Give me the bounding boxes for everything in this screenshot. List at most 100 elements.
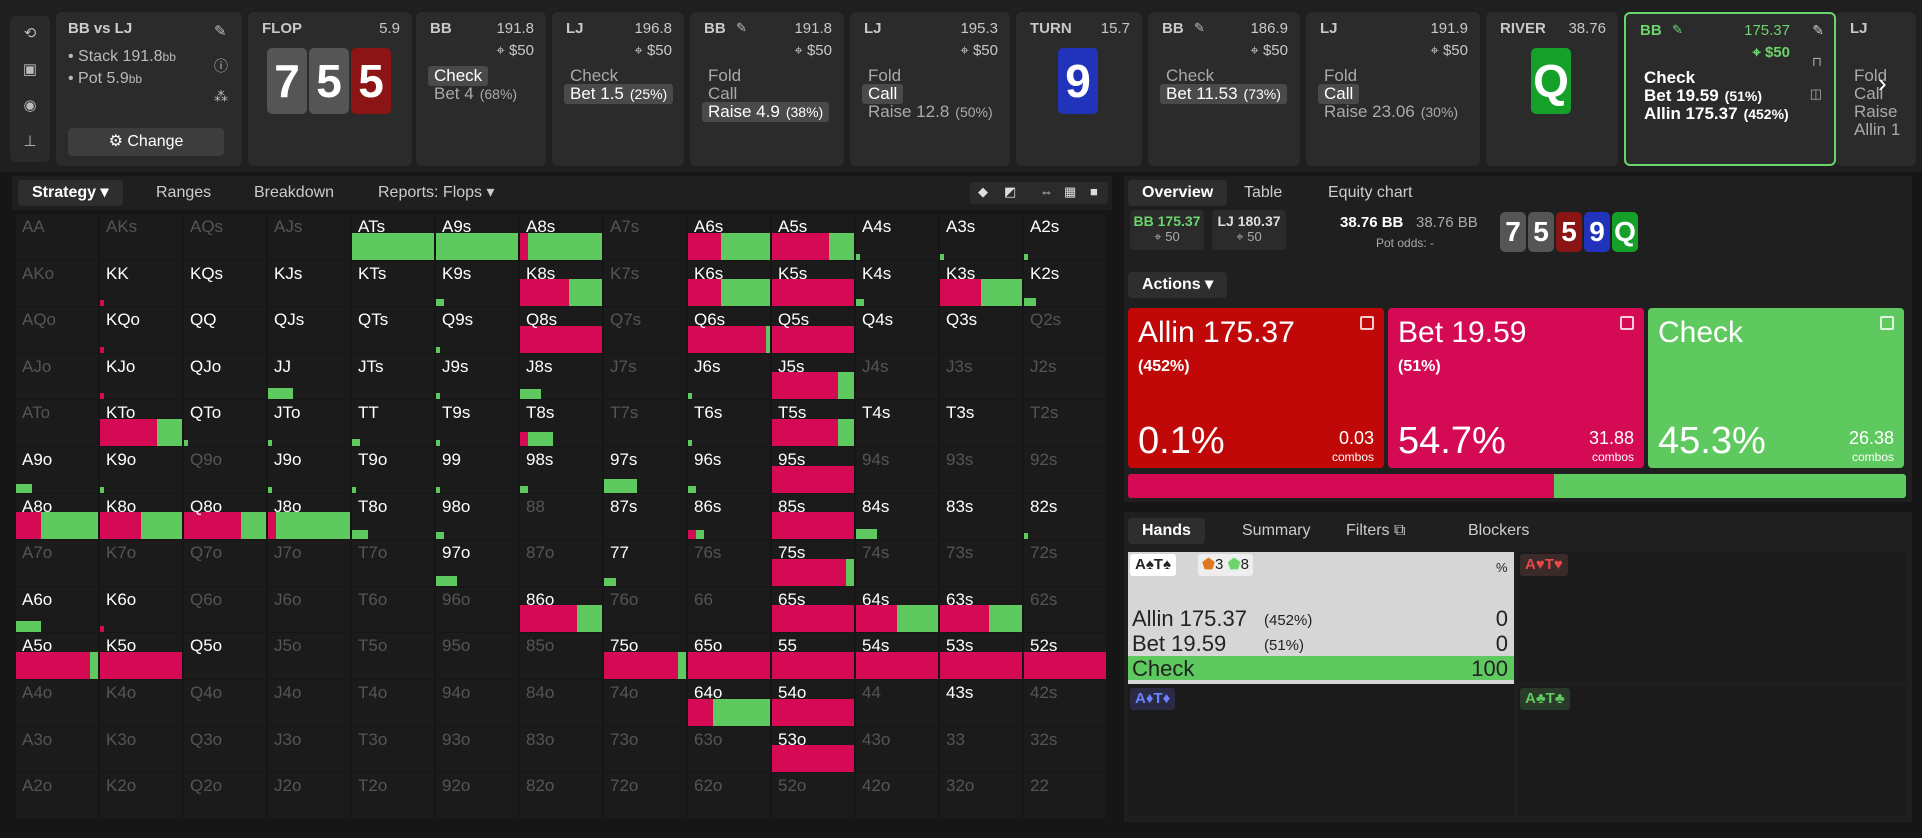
hand-cell[interactable]: 87o <box>520 540 602 586</box>
hand-cell[interactable]: 73s <box>940 540 1022 586</box>
action-option[interactable]: Call <box>702 84 743 104</box>
action-card-2[interactable]: Check 45.3% 26.38 combos <box>1648 308 1904 468</box>
hand-cell[interactable]: K4o <box>100 680 182 726</box>
tab-blockers[interactable]: Blockers <box>1468 522 1530 539</box>
pencil-icon[interactable]: ✎ <box>1194 20 1205 35</box>
hand-cell[interactable]: K4s <box>856 260 938 307</box>
hand-cell[interactable]: Q3o <box>184 726 266 773</box>
hand-cell[interactable]: J3s <box>940 353 1022 400</box>
hand-cell[interactable]: T7o <box>352 540 434 586</box>
actions-dropdown[interactable]: Actions ▾ <box>1128 272 1228 298</box>
hand-cell[interactable]: Q5o <box>184 633 266 679</box>
hand-cell[interactable]: AQs <box>184 214 266 260</box>
hand-cell[interactable]: ATo <box>16 400 98 446</box>
hand-cell[interactable]: 75s <box>772 540 854 586</box>
street-panel-6[interactable]: BB ✎ 186.9 ⌖ $50 Check Bet 11.53 (73%) <box>1148 12 1300 166</box>
hand-cell[interactable]: A2o <box>16 773 98 819</box>
hand-cell[interactable]: K8s <box>520 260 602 307</box>
hand-cell[interactable]: Q8o <box>184 493 266 540</box>
hand-cell[interactable]: QJo <box>184 353 266 400</box>
hand-cell[interactable]: 93s <box>940 447 1022 493</box>
hand-cell[interactable]: Q9o <box>184 447 266 493</box>
hand-cell[interactable]: A8s <box>520 214 602 260</box>
hand-cell[interactable]: 63o <box>688 726 770 773</box>
hand-cell[interactable]: 43o <box>856 726 938 773</box>
hand-cell[interactable]: K2o <box>100 773 182 819</box>
hand-cell[interactable]: KK <box>100 260 182 307</box>
action-option[interactable]: Allin 1 <box>1848 120 1906 140</box>
hand-cell[interactable]: A2s <box>1024 214 1106 260</box>
hand-cell[interactable]: 54s <box>856 633 938 679</box>
tab-table[interactable]: Table <box>1244 184 1283 201</box>
hand-cell[interactable]: T9s <box>436 400 518 446</box>
undo-icon[interactable]: ⟲ <box>23 25 37 42</box>
hand-cell[interactable]: 92s <box>1024 447 1106 493</box>
street-panel-3[interactable]: BB ✎ 191.8 ⌖ $50 Fold Call Raise 4.9 (38%) <box>690 12 844 166</box>
hand-cell[interactable]: KJs <box>268 260 350 307</box>
hand-cell[interactable]: J6s <box>688 353 770 400</box>
tab-summary[interactable]: Summary <box>1242 522 1311 539</box>
hand-cell[interactable]: A8o <box>16 493 98 540</box>
street-panel-0[interactable]: FLOP 5.9 7 5 5 <box>248 12 412 166</box>
hand-cell[interactable]: 96s <box>688 447 770 493</box>
action-option[interactable]: Call <box>1318 84 1360 104</box>
action-option[interactable]: Allin 175.37 (452%) <box>1638 104 1795 124</box>
hand-cell[interactable]: 97s <box>604 447 686 493</box>
hand-cell[interactable]: T4s <box>856 400 938 446</box>
hand-cell[interactable]: 84o <box>520 680 602 726</box>
hand-cell[interactable]: 97o <box>436 540 518 586</box>
hand-cell[interactable]: Q2s <box>1024 307 1106 353</box>
hand-cell[interactable]: 42s <box>1024 680 1106 726</box>
hand-cell[interactable]: AA <box>16 214 98 260</box>
hand-cell[interactable]: Q8s <box>520 307 602 353</box>
hand-cell[interactable]: Q9s <box>436 307 518 353</box>
hand-cell[interactable]: K3s <box>940 260 1022 307</box>
action-option[interactable]: Check <box>1160 66 1220 86</box>
hand-cell[interactable]: QTo <box>184 400 266 446</box>
tab-equity-chart[interactable]: Equity chart <box>1328 184 1413 201</box>
hand-cell[interactable]: 72o <box>604 773 686 819</box>
hand-cell[interactable]: 52s <box>1024 633 1106 679</box>
action-option[interactable]: Fold <box>1318 66 1363 86</box>
hand-cell[interactable]: 95s <box>772 447 854 493</box>
notes-icon[interactable] <box>1360 316 1374 330</box>
hand-cell[interactable]: A7o <box>16 540 98 586</box>
hand-cell[interactable]: 98o <box>436 493 518 540</box>
hand-cell-4[interactable]: A♣T♣ <box>1518 686 1906 816</box>
hand-cell[interactable]: 94s <box>856 447 938 493</box>
street-panel-1[interactable]: BB 191.8 ⌖ $50 Check Bet 4 (68%) <box>416 12 546 166</box>
hand-cell[interactable]: Q3s <box>940 307 1022 353</box>
hand-cell[interactable]: 53s <box>940 633 1022 679</box>
hand-cell[interactable]: 82s <box>1024 493 1106 540</box>
street-panel-7[interactable]: LJ 191.9 ⌖ $50 Fold Call Raise 23.06 (30%) <box>1306 12 1480 166</box>
hand-cell[interactable]: 94o <box>436 680 518 726</box>
contrast-icon[interactable]: ◩ <box>1004 184 1017 199</box>
action-option[interactable]: Raise 23.06 (30%) <box>1318 102 1464 122</box>
resize-icon[interactable]: ⇔ <box>1040 184 1053 199</box>
hand-cell[interactable]: K5o <box>100 633 182 679</box>
hand-cell[interactable]: J3o <box>268 726 350 773</box>
hand-cell[interactable]: Q6o <box>184 586 266 633</box>
hand-cell[interactable]: 99 <box>436 447 518 493</box>
hand-cell[interactable]: T6o <box>352 586 434 633</box>
hand-cell[interactable]: A9s <box>436 214 518 260</box>
hand-cell[interactable]: J8o <box>268 493 350 540</box>
hand-cell[interactable]: J4o <box>268 680 350 726</box>
pencil-icon[interactable]: ✎ <box>214 23 227 40</box>
hand-cell[interactable]: 64o <box>688 680 770 726</box>
hand-cell[interactable]: K7o <box>100 540 182 586</box>
hand-cell[interactable]: Q7s <box>604 307 686 353</box>
hand-cell[interactable]: 43s <box>940 680 1022 726</box>
align-icon[interactable]: ⊥ <box>23 133 37 150</box>
street-panel-10[interactable]: LJ Fold Call Raise Allin 1 <box>1836 12 1916 166</box>
street-panel-9[interactable]: BB ✎ 175.37 ⌖ $50 Check Bet 19.59 (51%) Allin 1… <box>1624 12 1836 166</box>
hand-cell[interactable]: 74o <box>604 680 686 726</box>
hand-cell[interactable]: KTo <box>100 400 182 446</box>
hand-cell[interactable]: 55 <box>772 633 854 679</box>
action-option[interactable]: Bet 4 (68%) <box>428 84 523 104</box>
action-option[interactable]: Check <box>1638 68 1701 88</box>
action-option[interactable]: Raise <box>1848 102 1903 122</box>
tab-filters[interactable]: Filters ⧉ <box>1332 518 1419 544</box>
hand-cell[interactable]: Q2o <box>184 773 266 819</box>
hand-cell[interactable]: 88 <box>520 493 602 540</box>
